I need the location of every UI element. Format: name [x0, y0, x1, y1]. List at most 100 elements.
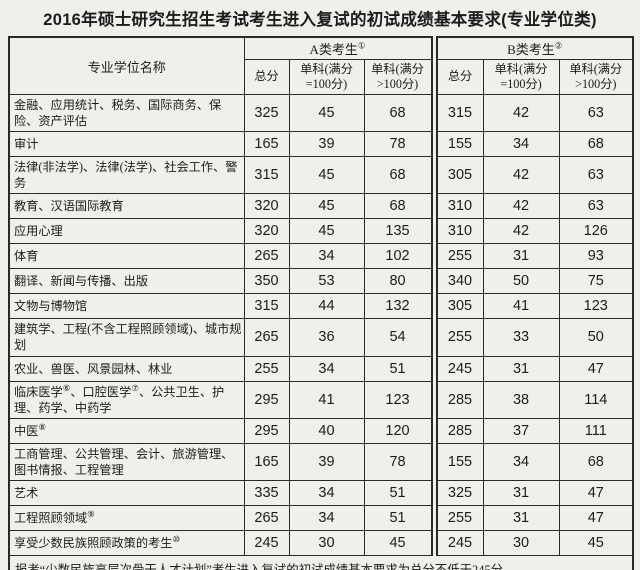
score-cell: 165 — [243, 442, 290, 481]
score-cell: 36 — [288, 318, 365, 357]
score-cell: 255 — [430, 243, 484, 270]
score-cell: 34 — [288, 243, 365, 270]
score-cell: 31 — [482, 504, 560, 531]
footnote-mark-2: ② — [554, 40, 563, 51]
page-title: 2016年硕士研究生招生考试考生进入复试的初试成绩基本要求(专业学位类) — [43, 11, 597, 29]
score-cell: 51 — [363, 479, 435, 506]
score-cell: 325 — [430, 479, 484, 506]
score-cell: 31 — [482, 479, 560, 506]
table-row: 中医⑧ 295 40 120 285 37 111 — [8, 417, 634, 444]
degree-name-cell: 享受少数民族照顾政策的考生⑩ — [8, 529, 245, 556]
sub-header-row: 总分 单科(满分=100分) 单科(满分>100分) 总分 单科(满分=100分… — [9, 59, 634, 95]
score-cell: 78 — [363, 442, 435, 481]
score-cell: 68 — [363, 156, 435, 195]
score-cell: 265 — [243, 504, 290, 531]
score-cell: 265 — [243, 318, 290, 357]
score-cell: 34 — [288, 479, 365, 506]
table-row: 工商管理、公共管理、会计、旅游管理、图书情报、工程管理 165 39 78 155 34 6… — [8, 442, 634, 481]
score-cell: 42 — [482, 193, 560, 220]
score-cell: 45 — [363, 529, 435, 556]
degree-name-cell: 文物与博物馆 — [8, 293, 245, 320]
score-cell: 245 — [430, 355, 484, 382]
degree-name-cell: 农业、兽医、风景园林、林业 — [8, 355, 245, 382]
degree-name-cell: 法律(非法学)、法律(法学)、社会工作、警务 — [8, 156, 245, 195]
degree-name-cell: 临床医学⑥、口腔医学⑦、公共卫生、护理、药学、中药学 — [8, 380, 245, 419]
score-cell: 63 — [558, 93, 634, 133]
score-cell: 38 — [482, 380, 560, 419]
score-cell: 47 — [558, 479, 634, 506]
score-cell: 265 — [243, 243, 290, 270]
score-cell: 114 — [558, 380, 634, 419]
score-cell: 340 — [430, 268, 484, 295]
degree-name-cell: 艺术 — [8, 479, 245, 506]
score-cell: 120 — [363, 417, 435, 444]
score-cell: 45 — [288, 93, 365, 133]
score-cell: 34 — [482, 131, 560, 158]
score-cell: 78 — [363, 131, 435, 158]
group-header-a: A类考生① — [243, 36, 435, 60]
degree-name-cell: 应用心理 — [8, 218, 245, 245]
score-cell: 315 — [243, 156, 290, 195]
score-cell: 42 — [482, 156, 560, 195]
score-cell: 325 — [243, 93, 290, 133]
footnote-mark: ⑥ — [62, 382, 71, 393]
table-row: 建筑学、工程(不含工程照顾领域)、城市规划 265 36 54 255 33 50 — [8, 318, 634, 357]
score-cell: 44 — [288, 293, 365, 320]
table-row: 金融、应用统计、税务、国际商务、保险、资产评估 325 45 68 315 42 63 — [8, 93, 634, 133]
table-row: 教育、汉语国际教育 320 45 68 310 42 63 — [8, 193, 634, 220]
degree-name-cell: 金融、应用统计、税务、国际商务、保险、资产评估 — [8, 93, 245, 133]
score-cell: 80 — [363, 268, 435, 295]
sub-header-eq100-a: 单科(满分=100分) — [288, 59, 365, 95]
score-cell: 41 — [288, 380, 365, 419]
footnote-text: 报考“少数民族高层次骨干人才计划”考生进入复试的初试成绩基本要求为总分不低于24… — [8, 554, 634, 570]
score-cell: 315 — [430, 93, 484, 133]
score-cell: 33 — [482, 318, 560, 357]
footnote-mark: ⑨ — [87, 508, 95, 519]
table-row: 法律(非法学)、法律(法学)、社会工作、警务 315 45 68 305 42 63 — [8, 156, 634, 195]
score-cell: 285 — [430, 417, 484, 444]
table-row: 体育 265 34 102 255 31 93 — [8, 243, 634, 270]
footnote-row: 报考“少数民族高层次骨干人才计划”考生进入复试的初试成绩基本要求为总分不低于24… — [8, 554, 634, 570]
score-cell: 123 — [558, 293, 634, 320]
score-cell: 34 — [288, 504, 365, 531]
score-cell: 155 — [430, 131, 484, 158]
score-cell: 45 — [288, 193, 365, 220]
score-cell: 320 — [243, 193, 290, 220]
score-cell: 50 — [558, 318, 634, 357]
score-cell: 63 — [558, 193, 634, 220]
table-row: 临床医学⑥、口腔医学⑦、公共卫生、护理、药学、中药学 295 41 123 285 38 1… — [8, 380, 634, 419]
score-cell: 63 — [558, 156, 634, 195]
score-cell: 335 — [243, 479, 290, 506]
score-cell: 320 — [243, 218, 290, 245]
score-cell: 102 — [363, 243, 435, 270]
score-cell: 68 — [558, 442, 634, 481]
score-cell: 135 — [363, 218, 435, 245]
score-cell: 30 — [482, 529, 560, 556]
score-cell: 45 — [288, 156, 365, 195]
score-cell: 51 — [363, 355, 435, 382]
score-cell: 123 — [363, 380, 435, 419]
score-cell: 315 — [243, 293, 290, 320]
score-cell: 132 — [363, 293, 435, 320]
column-header-degree-name: 专业学位名称 — [8, 36, 245, 95]
degree-name-cell: 工商管理、公共管理、会计、旅游管理、图书情报、工程管理 — [8, 442, 245, 481]
group-header-b: B类考生② — [430, 36, 634, 60]
score-cell: 305 — [430, 293, 484, 320]
score-cell: 31 — [482, 355, 560, 382]
score-cell: 310 — [430, 193, 484, 220]
score-cell: 42 — [482, 218, 560, 245]
score-cell: 37 — [482, 417, 560, 444]
score-cell: 255 — [430, 504, 484, 531]
score-cell: 295 — [243, 380, 290, 419]
score-cell: 155 — [430, 442, 484, 481]
score-cell: 31 — [482, 243, 560, 270]
group-a-label: A类考生 — [309, 42, 358, 57]
table-row: 文物与博物馆 315 44 132 305 41 123 — [8, 293, 634, 320]
degree-name-cell: 中医⑧ — [8, 417, 245, 444]
table-row: 艺术 335 34 51 325 31 47 — [8, 479, 634, 506]
sub-header-gt100-b: 单科(满分>100分) — [558, 59, 634, 95]
score-cell: 34 — [288, 355, 365, 382]
score-cell: 305 — [430, 156, 484, 195]
score-cell: 295 — [243, 417, 290, 444]
score-cell: 68 — [363, 93, 435, 133]
